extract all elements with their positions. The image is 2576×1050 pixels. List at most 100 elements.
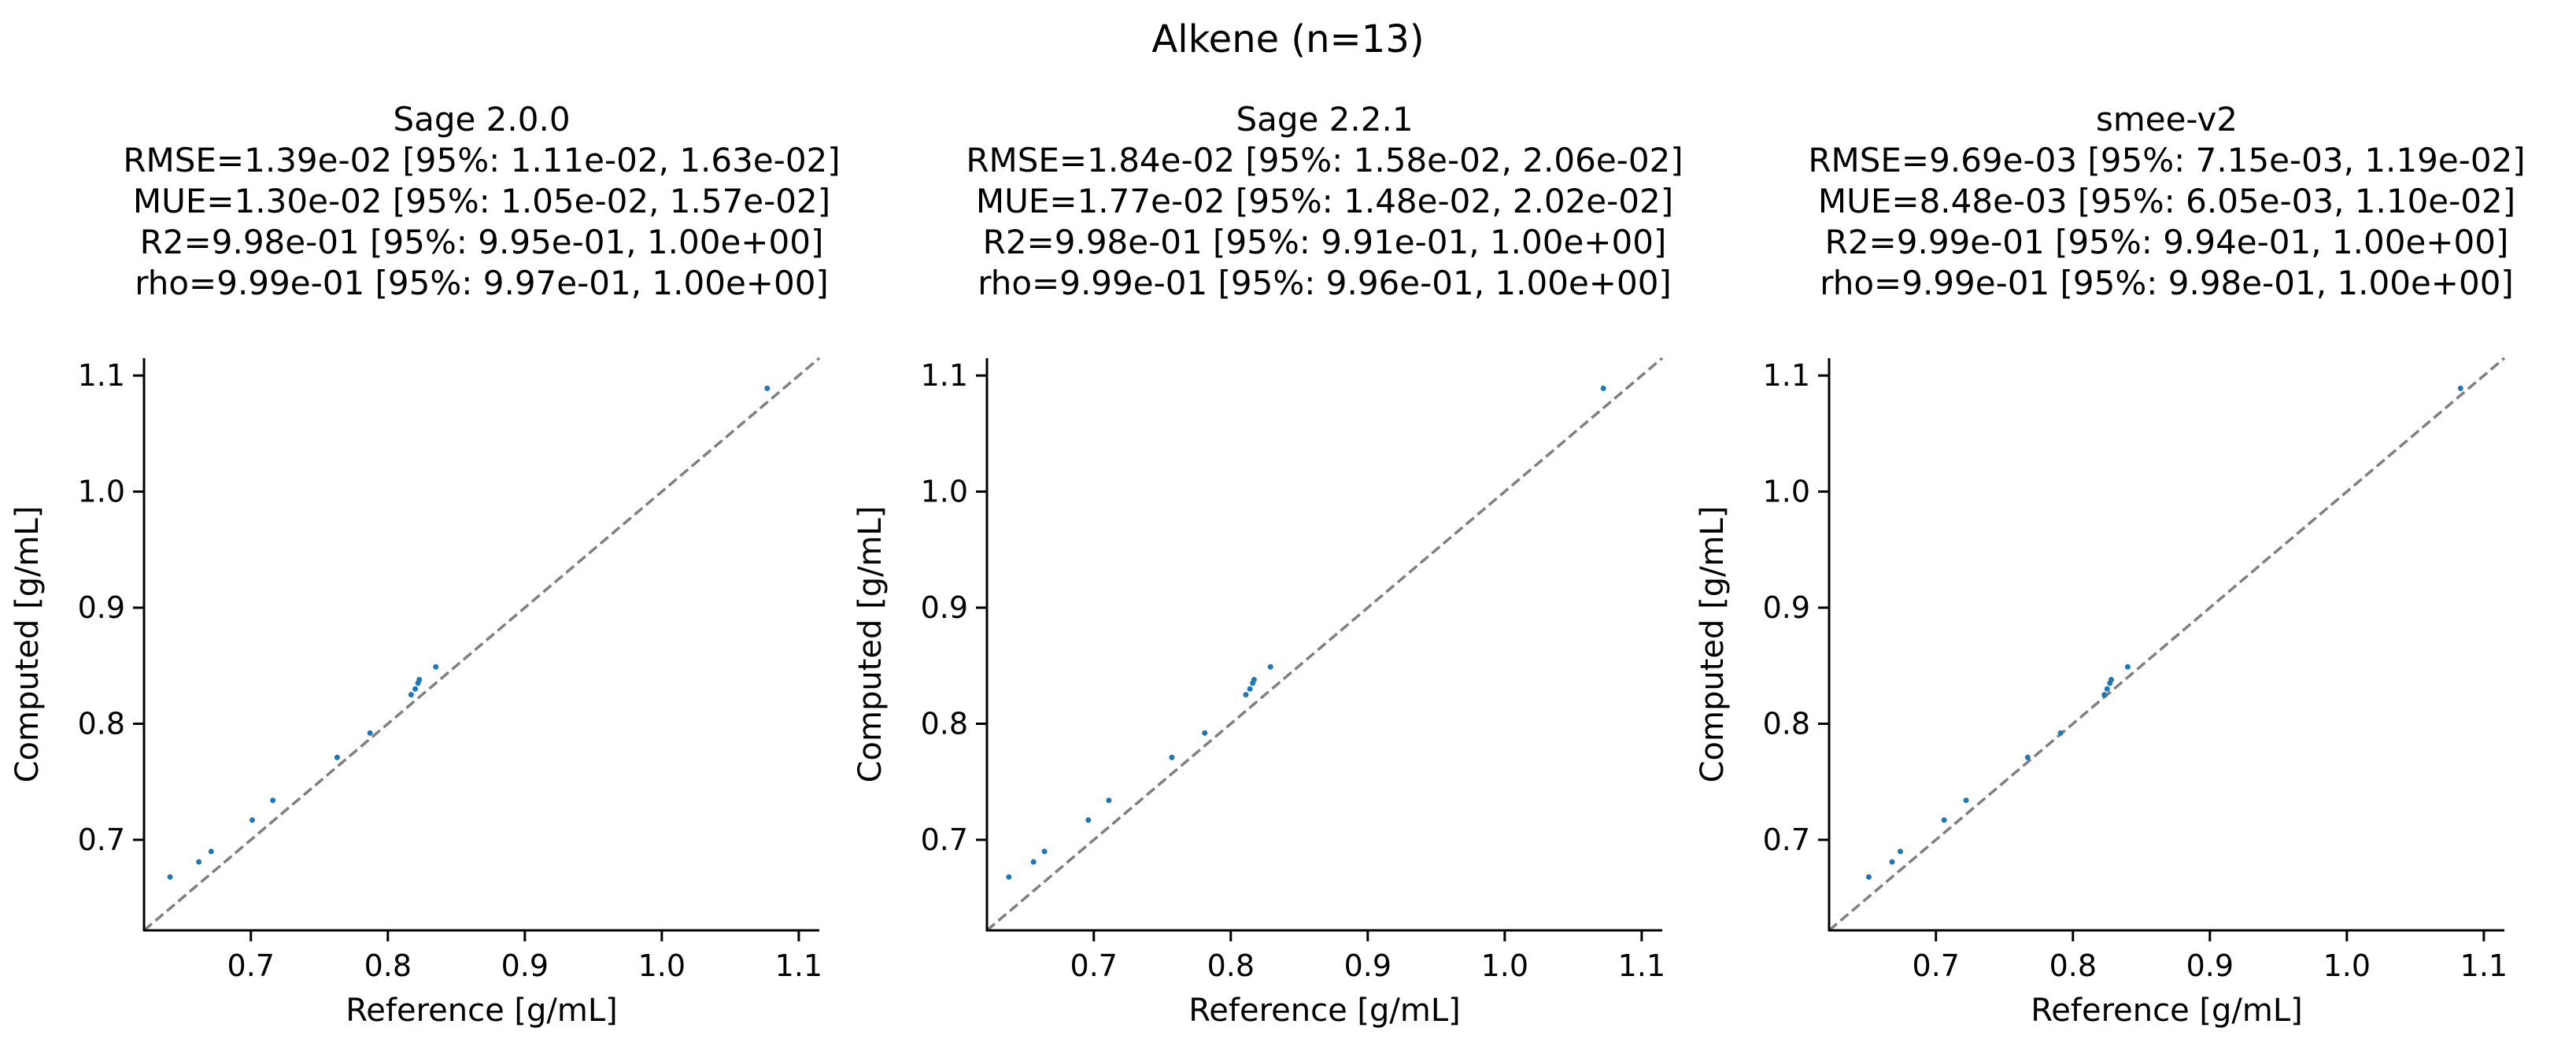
data-point xyxy=(2024,754,2031,760)
x-axis-label: Reference [g/mL] xyxy=(2031,993,2302,1029)
data-point xyxy=(196,859,202,865)
data-point xyxy=(270,797,276,804)
data-point xyxy=(1889,859,1895,865)
y-tick-label: 0.8 xyxy=(921,707,968,741)
y-tick-label: 1.1 xyxy=(921,358,968,393)
stat-rmse: RMSE=1.84e-02 [95%: 1.58e-02, 2.06e-02] xyxy=(966,141,1683,179)
y-tick-label: 1.0 xyxy=(1763,475,1810,509)
stat-mue: MUE=8.48e-03 [95%: 6.05e-03, 1.10e-02] xyxy=(1817,182,2516,220)
data-point xyxy=(1897,849,1903,855)
data-point xyxy=(1963,797,1969,804)
stat-rho: rho=9.99e-01 [95%: 9.96e-01, 1.00e+00] xyxy=(978,264,1672,302)
data-point xyxy=(2104,686,2110,692)
x-tick-label: 1.0 xyxy=(638,948,686,983)
data-point xyxy=(416,676,423,682)
data-point xyxy=(249,817,255,823)
y-tick-label: 1.1 xyxy=(78,358,125,393)
data-point xyxy=(334,754,340,760)
stat-r2: R2=9.99e-01 [95%: 9.94e-01, 1.00e+00] xyxy=(1824,223,2509,261)
data-point xyxy=(1247,686,1253,692)
x-tick-label: 0.8 xyxy=(1207,948,1255,983)
stat-rho: rho=9.99e-01 [95%: 9.97e-01, 1.00e+00] xyxy=(135,264,829,302)
y-tick-label: 1.1 xyxy=(1763,358,1810,393)
data-point xyxy=(1041,849,1048,855)
subplot-title: smee-v2 RMSE=9.69e-03 [95%: 7.15e-03, 1.… xyxy=(1746,99,2576,304)
y-tick-label: 1.0 xyxy=(921,475,968,509)
figure-title: Alkene (n=13) xyxy=(1151,17,1425,61)
x-tick-label: 0.8 xyxy=(2049,948,2097,983)
x-tick-label: 0.7 xyxy=(1070,948,1118,983)
data-point xyxy=(2101,692,2108,698)
data-point xyxy=(1243,692,1249,698)
stat-rmse: RMSE=9.69e-03 [95%: 7.15e-03, 1.19e-02] xyxy=(1808,141,2526,179)
data-point xyxy=(408,692,414,698)
scatter-plot: 0.7 0.8 0.9 1.0 1.1 0.7 0.8 0.9 1.0 1.1 Reference … xyxy=(9,357,822,1029)
stat-rmse: RMSE=1.39e-02 [95%: 1.11e-02, 1.63e-02] xyxy=(123,141,841,179)
x-tick-label: 1.0 xyxy=(2323,948,2371,983)
x-tick-label: 0.8 xyxy=(364,948,412,983)
data-point xyxy=(764,385,771,391)
y-tick-label: 0.9 xyxy=(921,590,968,625)
data-point xyxy=(1267,664,1273,670)
scatter-plot: 0.7 0.8 0.9 1.0 1.1 0.7 0.8 0.9 1.0 1.1 Reference … xyxy=(852,357,1665,1029)
data-point xyxy=(2457,385,2463,391)
y-tick-label: 0.7 xyxy=(921,823,968,857)
data-point xyxy=(208,849,214,855)
x-tick-label: 1.1 xyxy=(2460,948,2508,983)
subplot-smee-v2: smee-v2 RMSE=9.69e-03 [95%: 7.15e-03, 1.… xyxy=(1695,0,2576,1050)
x-tick-label: 1.1 xyxy=(1618,948,1665,983)
data-point xyxy=(1941,817,1947,823)
data-point xyxy=(367,730,373,736)
y-tick-label: 0.7 xyxy=(1763,823,1810,857)
data-point xyxy=(2124,664,2131,670)
data-point xyxy=(1169,754,1175,760)
identity-line xyxy=(1828,357,2506,932)
x-tick-label: 0.7 xyxy=(227,948,275,983)
data-point xyxy=(1006,874,1012,880)
data-point xyxy=(412,686,419,692)
subplot-name: Sage 2.2.1 xyxy=(1236,100,1414,139)
data-point xyxy=(1865,874,1872,880)
stat-rho: rho=9.99e-01 [95%: 9.98e-01, 1.00e+00] xyxy=(1820,264,2514,302)
stat-r2: R2=9.98e-01 [95%: 9.95e-01, 1.00e+00] xyxy=(139,223,824,261)
x-tick-label: 1.1 xyxy=(775,948,822,983)
data-point xyxy=(1106,797,1112,804)
subplot-sage-2-0-0: Sage 2.0.0 RMSE=1.39e-02 [95%: 1.11e-02,… xyxy=(9,0,903,1050)
y-tick-label: 0.7 xyxy=(78,823,125,857)
data-point xyxy=(1202,730,1208,736)
subplot-name: Sage 2.0.0 xyxy=(393,100,571,139)
x-tick-label: 0.7 xyxy=(1913,948,1960,983)
subplot-title: Sage 2.0.0 RMSE=1.39e-02 [95%: 1.11e-02,… xyxy=(61,99,903,304)
stat-mue: MUE=1.30e-02 [95%: 1.05e-02, 1.57e-02] xyxy=(132,182,831,220)
data-point xyxy=(2057,730,2064,736)
y-tick-label: 0.9 xyxy=(1763,590,1810,625)
y-axis-label: Computed [g/mL] xyxy=(1695,506,1731,783)
y-tick-label: 0.9 xyxy=(78,590,125,625)
scatter-plot: 0.7 0.8 0.9 1.0 1.1 0.7 0.8 0.9 1.0 1.1 Reference … xyxy=(1695,357,2508,1029)
x-axis-label: Reference [g/mL] xyxy=(1188,993,1460,1029)
y-axis-label: Computed [g/mL] xyxy=(852,506,889,783)
data-point xyxy=(1085,817,1092,823)
subplot-sage-2-2-1: Sage 2.2.1 RMSE=1.84e-02 [95%: 1.58e-02,… xyxy=(852,0,1746,1050)
x-axis-label: Reference [g/mL] xyxy=(346,993,617,1029)
y-tick-label: 0.8 xyxy=(1763,707,1810,741)
x-tick-label: 0.9 xyxy=(1344,948,1391,983)
subplot-name: smee-v2 xyxy=(2095,100,2238,139)
y-tick-label: 1.0 xyxy=(78,475,125,509)
y-axis-label: Computed [g/mL] xyxy=(9,506,46,783)
data-point xyxy=(1030,859,1037,865)
identity-line xyxy=(985,357,1664,932)
data-point xyxy=(1600,385,1606,391)
identity-line xyxy=(142,357,821,932)
data-point xyxy=(433,664,439,670)
x-tick-label: 1.0 xyxy=(1481,948,1528,983)
y-tick-label: 0.8 xyxy=(78,707,125,741)
x-tick-label: 0.9 xyxy=(501,948,549,983)
subplot-title: Sage 2.2.1 RMSE=1.84e-02 [95%: 1.58e-02,… xyxy=(904,99,1746,304)
stat-r2: R2=9.98e-01 [95%: 9.91e-01, 1.00e+00] xyxy=(982,223,1667,261)
data-point xyxy=(167,874,173,880)
stat-mue: MUE=1.77e-02 [95%: 1.48e-02, 2.02e-02] xyxy=(975,182,1674,220)
data-point xyxy=(1251,676,1257,682)
data-point xyxy=(2108,676,2115,682)
x-tick-label: 0.9 xyxy=(2186,948,2234,983)
